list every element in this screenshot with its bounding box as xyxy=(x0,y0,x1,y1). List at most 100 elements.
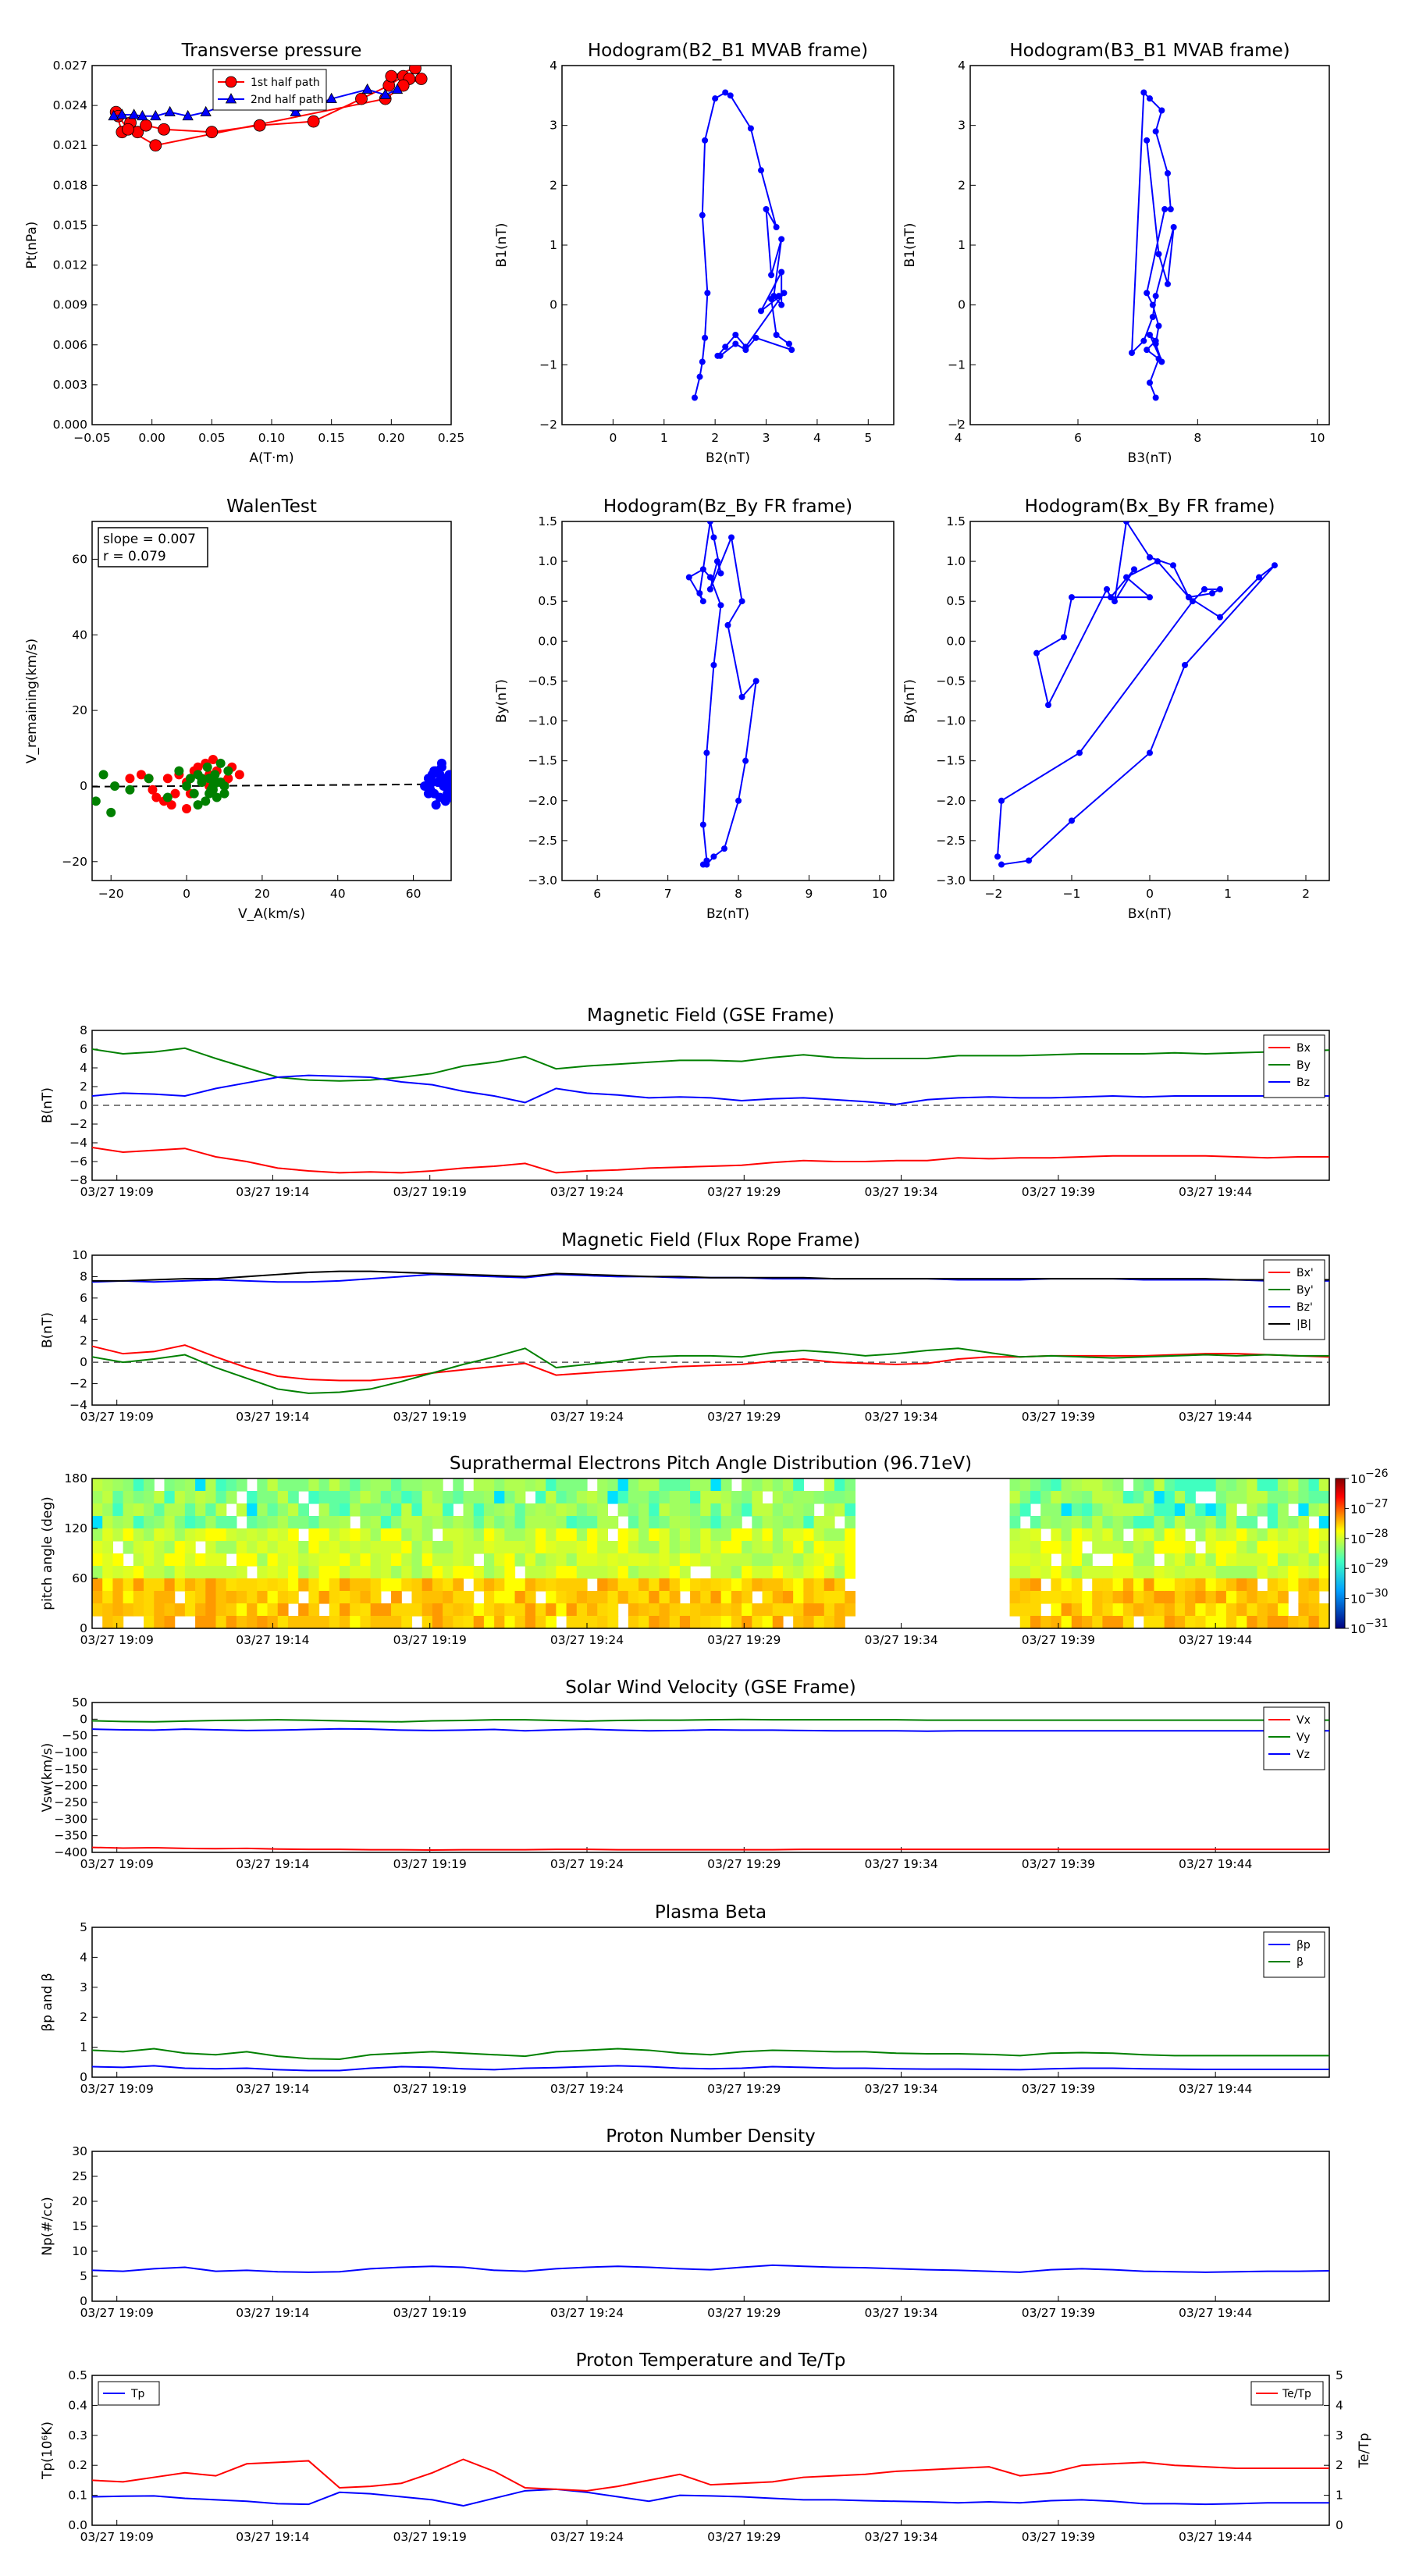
heatmap-cell xyxy=(772,1503,784,1517)
heatmap-cell xyxy=(453,1603,464,1617)
heatmap-cell xyxy=(1267,1553,1279,1567)
heatmap-cell xyxy=(1040,1553,1051,1567)
heatmap-cell xyxy=(1009,1566,1021,1579)
heatmap-cell xyxy=(1009,1541,1021,1554)
colorbar-tick-exponent: −26 xyxy=(1365,1468,1389,1480)
heatmap-cell xyxy=(1308,1491,1320,1504)
heatmap-cell xyxy=(1257,1566,1268,1579)
hxy-plot-area xyxy=(994,521,1278,868)
heatmap-cell xyxy=(391,1591,402,1604)
legend-label: 1st half path xyxy=(251,76,320,89)
data-point xyxy=(429,766,439,776)
heatmap-cell xyxy=(1009,1528,1021,1542)
heatmap-cell xyxy=(597,1516,609,1529)
heatmap-cell xyxy=(267,1503,279,1517)
heatmap-cell xyxy=(154,1503,165,1517)
heatmap-cell xyxy=(102,1541,114,1554)
chart-title: Hodogram(B2_B1 MVAB frame) xyxy=(588,41,868,61)
heatmap-cell xyxy=(1030,1591,1041,1604)
data-point xyxy=(1158,358,1165,365)
heatmap-cell xyxy=(483,1566,495,1579)
heatmap-cell xyxy=(607,1591,619,1604)
vsw-frame xyxy=(91,1702,1330,1853)
heatmap-cell xyxy=(340,1491,350,1504)
heatmap-cell xyxy=(525,1553,536,1567)
heatmap-cell xyxy=(340,1528,350,1542)
heatmap-cell xyxy=(566,1541,578,1554)
heatmap-cell xyxy=(813,1566,825,1579)
heatmap-cell xyxy=(742,1578,752,1592)
x-tick-label: 4 xyxy=(813,431,821,445)
data-point xyxy=(223,774,233,784)
legend-label: Tp xyxy=(130,2388,145,2400)
heatmap-cell xyxy=(1092,1591,1104,1604)
heatmap-cell xyxy=(1185,1578,1196,1592)
heatmap-cell xyxy=(298,1616,309,1629)
heatmap-cell xyxy=(793,1491,804,1504)
heatmap-cell xyxy=(380,1478,392,1492)
walen-frame xyxy=(91,521,452,881)
y-tick-label: 0.021 xyxy=(53,138,87,152)
heatmap-cell xyxy=(318,1566,330,1579)
heatmap-cell xyxy=(1112,1528,1124,1542)
heatmap-cell xyxy=(340,1553,350,1567)
heatmap-cell xyxy=(535,1553,546,1567)
heatmap-cell xyxy=(164,1553,176,1567)
heatmap-cell xyxy=(1205,1616,1217,1629)
heatmap-cell xyxy=(112,1616,124,1629)
heatmap-cell xyxy=(813,1578,825,1592)
legend-label: Te/Tp xyxy=(1282,2388,1311,2400)
heatmap-cell xyxy=(1071,1578,1083,1592)
heatmap-cell xyxy=(700,1591,712,1604)
heatmap-cell xyxy=(803,1591,815,1604)
heatmap-cell xyxy=(1215,1603,1227,1617)
heatmap-cell xyxy=(1122,1566,1134,1579)
legend-box xyxy=(1263,1931,1325,1978)
heatmap-cell xyxy=(184,1591,196,1604)
heatmap-cell xyxy=(710,1591,722,1604)
heatmap-cell xyxy=(1154,1503,1165,1517)
heatmap-cell xyxy=(525,1478,536,1492)
data-point xyxy=(747,125,754,132)
heatmap-cell xyxy=(1051,1566,1062,1579)
heatmap-cell xyxy=(483,1578,495,1592)
heatmap-cell xyxy=(298,1503,309,1517)
heatmap-cell xyxy=(1318,1491,1330,1504)
y-tick-label: 6 xyxy=(80,1042,87,1056)
heatmap-cell xyxy=(1030,1553,1041,1567)
colorbar-tick-exponent: −30 xyxy=(1365,1588,1389,1600)
chart-title: Hodogram(B3_B1 MVAB frame) xyxy=(1009,41,1289,61)
heatmap-cell xyxy=(226,1541,237,1554)
heatmap-cell xyxy=(1061,1578,1072,1592)
heatmap-cell xyxy=(834,1591,845,1604)
heatmap-cell xyxy=(710,1541,722,1554)
heatmap-cell xyxy=(669,1478,681,1492)
heatmap-cell xyxy=(1185,1541,1196,1554)
heatmap-cell xyxy=(432,1491,443,1504)
heatmap-cell xyxy=(308,1553,320,1567)
data-point xyxy=(1152,394,1159,401)
colorbar-tick-exponent: −28 xyxy=(1365,1528,1389,1540)
heatmap-cell xyxy=(1205,1578,1217,1592)
data-point xyxy=(148,785,158,795)
heatmap-cell xyxy=(813,1541,825,1554)
heatmap-cell xyxy=(1195,1478,1207,1492)
heatmap-cell xyxy=(628,1503,639,1517)
heatmap-cell xyxy=(164,1566,176,1579)
heatmap-cell xyxy=(1195,1566,1207,1579)
heatmap-cell xyxy=(92,1541,103,1554)
heatmap-cell xyxy=(514,1553,526,1567)
heatmap-cell xyxy=(267,1478,279,1492)
y-tick-label: 4 xyxy=(80,1312,87,1326)
heatmap-cell xyxy=(144,1516,155,1529)
heatmap-cell xyxy=(1267,1566,1279,1579)
heatmap-cell xyxy=(453,1566,464,1579)
heatmap-cell xyxy=(195,1553,206,1567)
heatmap-cell xyxy=(834,1478,845,1492)
data-point xyxy=(1167,206,1174,212)
heatmap-cell xyxy=(308,1566,320,1579)
x-tick-label: −0.05 xyxy=(73,431,111,445)
y-tick-label: 180 xyxy=(64,1471,87,1485)
data-point xyxy=(1144,290,1151,297)
data-point xyxy=(728,534,735,541)
